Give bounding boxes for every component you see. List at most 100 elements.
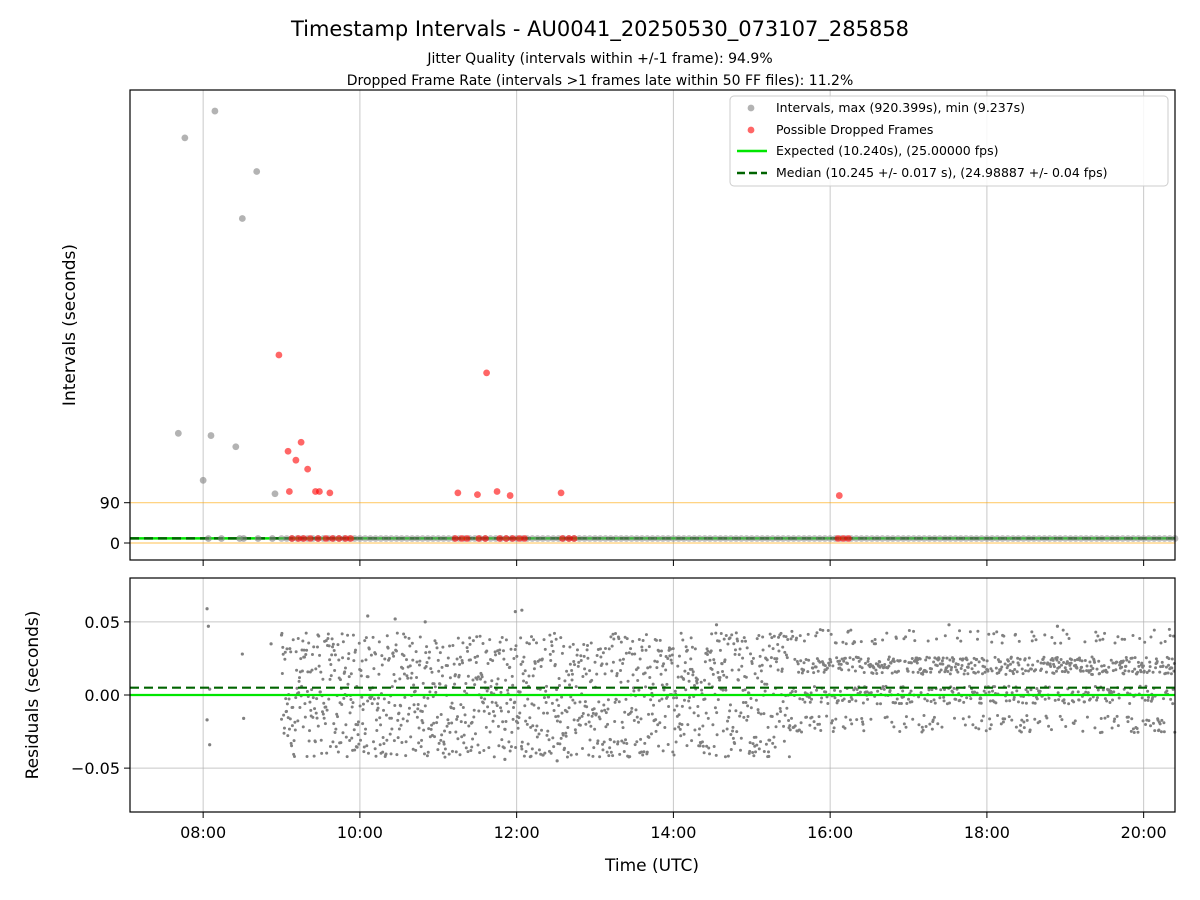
residual-point	[405, 674, 409, 678]
interval-point	[638, 535, 646, 542]
residual-point	[1069, 667, 1073, 671]
residual-point	[942, 699, 946, 703]
interval-point	[356, 535, 364, 542]
residual-point	[411, 658, 415, 662]
residual-point	[686, 671, 690, 675]
residual-point	[289, 741, 293, 745]
residual-point	[557, 684, 561, 688]
residual-point	[415, 715, 419, 719]
residual-point	[478, 751, 482, 755]
residual-point	[439, 738, 443, 742]
residual-point	[1010, 691, 1014, 695]
residual-point	[415, 676, 419, 680]
residual-point	[661, 749, 665, 753]
residual-point	[519, 744, 523, 748]
residual-point	[483, 697, 487, 701]
residual-point	[912, 629, 916, 633]
residual-point	[840, 668, 844, 672]
residual-point	[798, 697, 802, 701]
residual-point	[931, 718, 935, 722]
residual-point	[896, 669, 900, 673]
interval-point	[366, 535, 374, 542]
residual-point	[334, 727, 338, 731]
residual-point	[292, 754, 296, 758]
residual-point	[721, 669, 725, 673]
residual-point	[782, 739, 786, 743]
residual-point	[1101, 688, 1105, 692]
residual-point	[317, 664, 321, 668]
residual-point	[1061, 628, 1065, 632]
residual-point	[1052, 665, 1056, 669]
interval-point	[852, 535, 860, 542]
residual-point	[345, 755, 349, 759]
residual-point	[941, 662, 945, 666]
interval-point	[539, 535, 547, 542]
residual-point	[643, 741, 647, 745]
residual-point	[425, 645, 429, 649]
residual-point	[606, 707, 610, 711]
residual-point	[551, 736, 555, 740]
residual-point	[988, 699, 992, 703]
residual-point	[308, 700, 312, 704]
residual-point	[414, 748, 418, 752]
residual-point	[527, 642, 531, 646]
residual-point	[940, 725, 944, 729]
residual-point	[1143, 698, 1147, 702]
residual-point	[331, 740, 335, 744]
residual-point	[1147, 719, 1151, 723]
residual-point	[586, 643, 590, 647]
residual-point	[285, 702, 289, 706]
residual-point	[573, 728, 577, 732]
residual-point	[503, 757, 507, 761]
residual-point	[1019, 730, 1023, 734]
residual-point	[447, 721, 451, 725]
residual-point	[359, 674, 363, 678]
residual-point	[611, 754, 615, 758]
residual-point	[552, 708, 556, 712]
residual-point	[977, 727, 981, 731]
residual-point	[488, 730, 492, 734]
residual-point	[831, 729, 835, 733]
residual-point	[337, 658, 341, 662]
interval-point	[643, 535, 651, 542]
interval-point	[607, 535, 615, 542]
residual-point	[808, 723, 812, 727]
residual-point	[738, 647, 742, 651]
residual-point	[328, 677, 332, 681]
residual-point	[1032, 634, 1036, 638]
residual-point	[1165, 689, 1169, 693]
residual-point	[1160, 660, 1164, 664]
residual-point	[835, 656, 839, 660]
residual-point	[346, 633, 350, 637]
residual-point	[385, 738, 389, 742]
residual-point	[1155, 659, 1159, 663]
residual-point	[624, 697, 628, 701]
residual-point	[1141, 719, 1145, 723]
residual-point	[522, 754, 526, 758]
residual-point	[410, 641, 414, 645]
residual-point	[853, 640, 857, 644]
residual-point	[358, 704, 362, 708]
residual-point	[742, 636, 746, 640]
residual-point	[618, 752, 622, 756]
bottom-panel: −0.050.000.05 08:00 10:00 12:00 14:00 16:00 1…	[23, 577, 1177, 876]
residual-point	[1058, 714, 1062, 718]
residual-point	[762, 712, 766, 716]
residual-point	[687, 696, 691, 700]
residual-point	[673, 727, 677, 731]
residual-point	[543, 751, 547, 755]
residual-point	[446, 656, 450, 660]
interval-point	[722, 535, 730, 542]
residual-point	[521, 672, 525, 676]
residual-point	[771, 741, 775, 745]
residual-point	[922, 714, 926, 718]
residual-point	[967, 662, 971, 666]
residual-point	[363, 639, 367, 643]
residual-point	[1159, 641, 1163, 645]
residual-point	[575, 752, 579, 756]
residual-point	[426, 750, 430, 754]
residual-point	[930, 727, 934, 731]
residual-point	[574, 731, 578, 735]
residual-point	[928, 722, 932, 726]
residual-point	[651, 682, 655, 686]
